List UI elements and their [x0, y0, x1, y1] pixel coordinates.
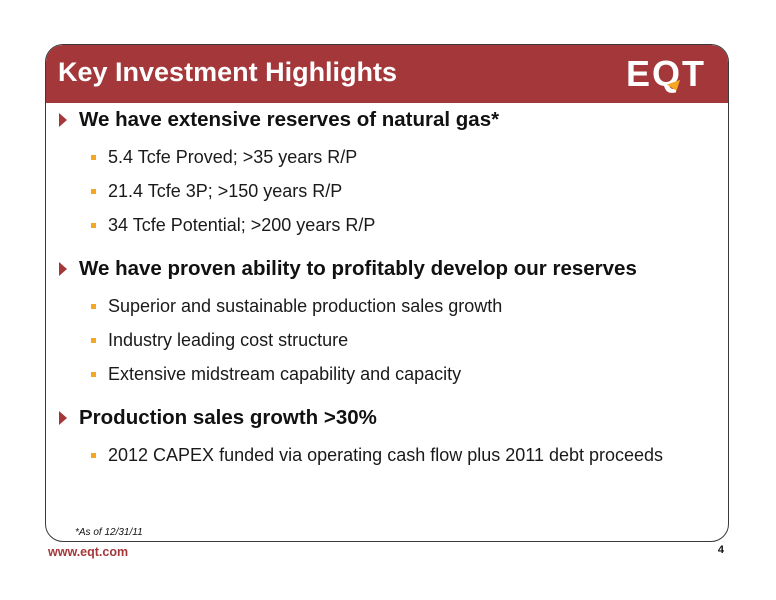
triangle-bullet-icon: [59, 411, 67, 425]
slide-title: Key Investment Highlights: [58, 57, 398, 87]
section-heading: We have extensive reserves of natural ga…: [79, 108, 500, 131]
logo-letter-q-wrap: Q: [651, 53, 684, 94]
eqt-logo-icon: E Q T: [626, 54, 706, 94]
square-bullet-icon: [91, 371, 96, 377]
footer-url: www.eqt.com: [48, 545, 129, 559]
list-item-text: 5.4 Tcfe Proved; >35 years R/P: [108, 146, 358, 167]
section-heading: We have proven ability to profitably dev…: [79, 257, 637, 280]
section-develop: We have proven ability to profitably dev…: [58, 255, 758, 391]
list-item: 2012 CAPEX funded via operating cash flo…: [58, 438, 758, 472]
sub-list: 5.4 Tcfe Proved; >35 years R/P 21.4 Tcfe…: [58, 140, 758, 242]
square-bullet-icon: [91, 337, 96, 343]
triangle-bullet-icon: [59, 262, 67, 276]
square-bullet-icon: [91, 303, 96, 309]
section-heading-row: We have extensive reserves of natural ga…: [58, 106, 758, 134]
list-item-text: 21.4 Tcfe 3P; >150 years R/P: [108, 180, 343, 201]
logo-letter-q: Q: [651, 53, 680, 94]
section-reserves: We have extensive reserves of natural ga…: [58, 106, 758, 242]
logo-letter-e: E: [625, 53, 650, 94]
list-item: 34 Tcfe Potential; >200 years R/P: [58, 208, 758, 242]
triangle-bullet-icon: [59, 113, 67, 127]
list-item: 5.4 Tcfe Proved; >35 years R/P: [58, 140, 758, 174]
section-heading-row: Production sales growth >30%: [58, 404, 758, 432]
list-item-text: 34 Tcfe Potential; >200 years R/P: [108, 214, 376, 235]
footnote: *As of 12/31/11: [75, 527, 143, 538]
square-bullet-icon: [91, 222, 96, 228]
sub-list: Superior and sustainable production sale…: [58, 289, 758, 391]
list-item: 21.4 Tcfe 3P; >150 years R/P: [58, 174, 758, 208]
section-heading: Production sales growth >30%: [79, 406, 377, 429]
section-heading-row: We have proven ability to profitably dev…: [58, 255, 758, 283]
list-item-text: Extensive midstream capability and capac…: [108, 363, 462, 384]
logo-letter-t: T: [682, 53, 704, 94]
list-item: Extensive midstream capability and capac…: [58, 357, 758, 391]
header-band: Key Investment Highlights E Q T: [46, 45, 728, 103]
page-number: 4: [717, 544, 724, 556]
list-item: Superior and sustainable production sale…: [58, 289, 758, 323]
list-item-text: 2012 CAPEX funded via operating cash flo…: [108, 444, 664, 465]
square-bullet-icon: [91, 452, 96, 458]
list-item: Industry leading cost structure: [58, 323, 758, 357]
section-growth: Production sales growth >30% 2012 CAPEX …: [58, 404, 758, 472]
slide-frame: Key Investment Highlights E Q T: [45, 44, 729, 542]
square-bullet-icon: [91, 154, 96, 160]
slide-content: We have extensive reserves of natural ga…: [58, 106, 758, 472]
list-item-text: Industry leading cost structure: [108, 329, 349, 350]
list-item-text: Superior and sustainable production sale…: [108, 295, 503, 316]
square-bullet-icon: [91, 188, 96, 194]
sub-list: 2012 CAPEX funded via operating cash flo…: [58, 438, 758, 472]
